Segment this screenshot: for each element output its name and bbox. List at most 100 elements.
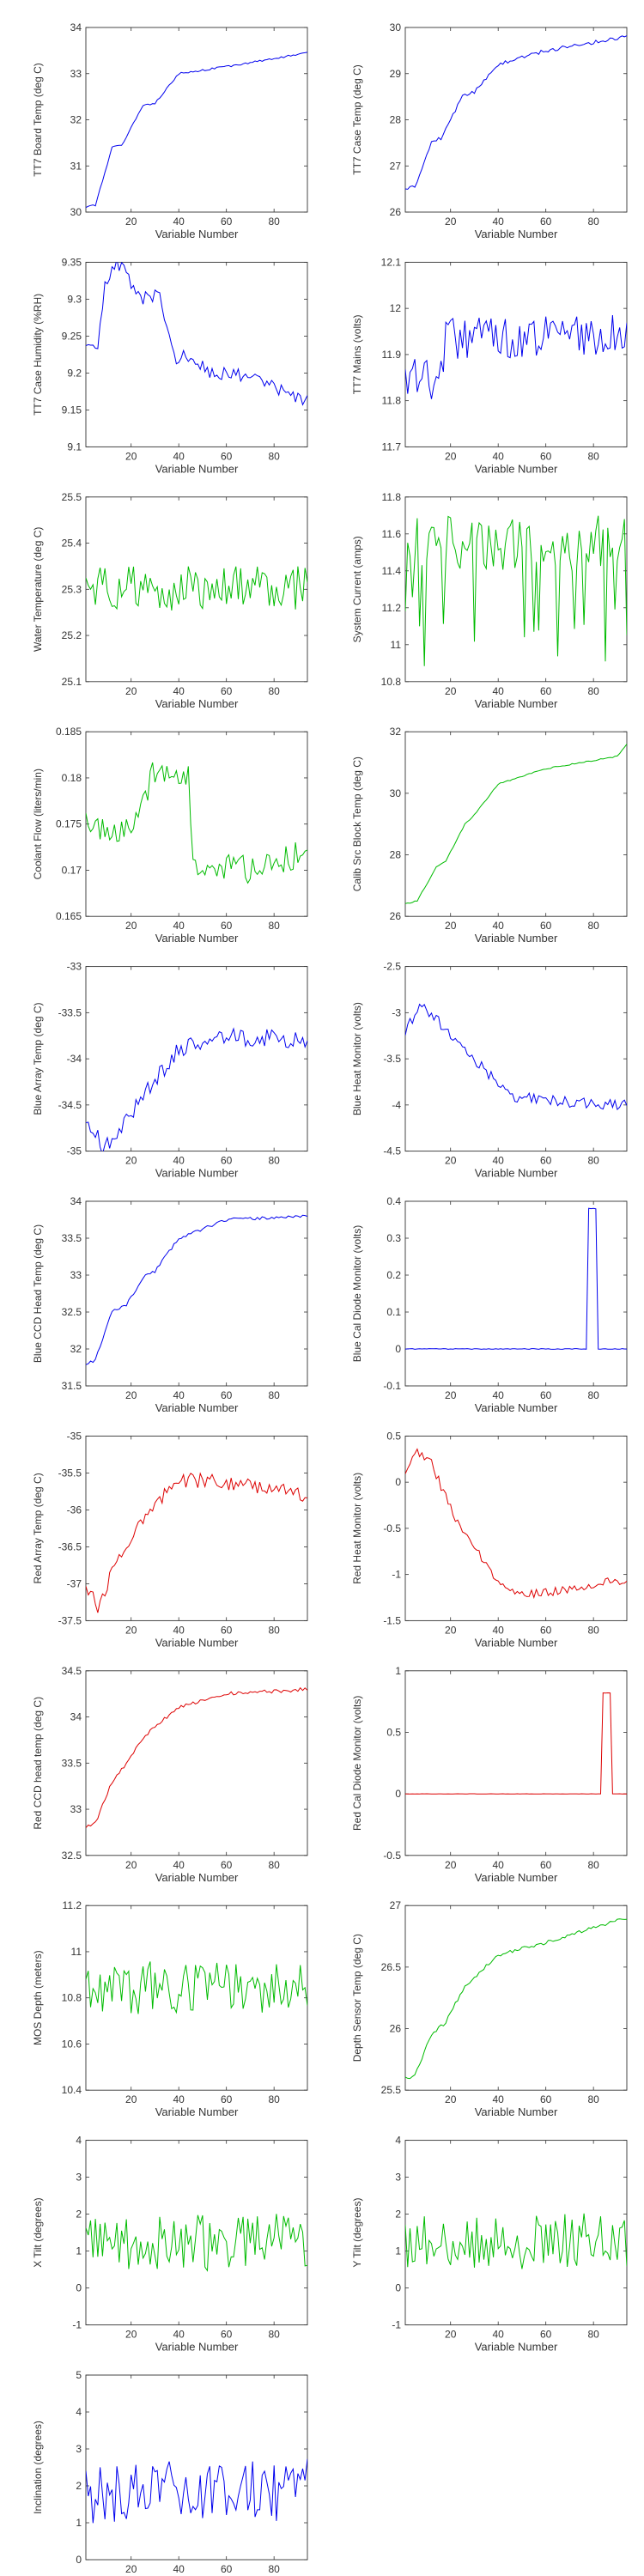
chart-6: 20 40 60 80 10.8 11 11.2 11.4 11.6 11.8 Variable N… [351, 491, 628, 710]
x-tick-label: 40 [173, 1624, 185, 1636]
x-tick-label: 40 [493, 1624, 505, 1636]
x-tick-label: 20 [125, 1155, 137, 1167]
chart-5: 20 40 60 80 25.1 25.2 25.3 25.4 25.5 Variable Num… [32, 491, 308, 710]
y-tick-label: 0.3 [386, 1232, 401, 1244]
y-axis-label: Coolant Flow (liters/min) [32, 769, 44, 879]
y-axis-label: X Tilt (degrees) [32, 2197, 44, 2267]
x-tick-label: 60 [540, 685, 552, 697]
y-tick-label: 11.8 [382, 395, 402, 407]
y-tick-label: 1 [76, 2517, 82, 2529]
x-axis-label: Variable Number [155, 1167, 239, 1180]
x-tick-label: 60 [540, 2329, 552, 2341]
y-tick-label: 3 [395, 2172, 401, 2184]
y-tick-label: 25.5 [381, 2084, 402, 2096]
chart-9: 20 40 60 80 -35 -34.5 -34 -33.5 -33 Variable Numb… [32, 961, 308, 1180]
series-line [86, 2458, 307, 2524]
chart-20: 20 40 60 80 -1 0 1 2 3 4 Variable Number Y Tilt (de… [351, 2135, 628, 2354]
chart-12: 20 40 60 80 -0.1 0 0.1 0.2 0.3 0.4 Variable Number… [351, 1195, 628, 1414]
y-tick-label: 11 [391, 639, 402, 651]
x-axis-label: Variable Number [155, 228, 239, 240]
chart-14: 20 40 60 80 -1.5 -1 -0.5 0 0.5 Variable Number Red… [351, 1430, 628, 1649]
y-tick-label: 4 [76, 2406, 82, 2418]
x-tick-label: 60 [221, 1389, 233, 1401]
x-tick-label: 40 [173, 2563, 185, 2575]
y-tick-label: 0 [395, 1788, 401, 1800]
plot-frame [85, 496, 308, 683]
series-line [405, 1692, 627, 1795]
x-tick-label: 20 [445, 1624, 457, 1636]
x-tick-label: 60 [221, 1859, 233, 1871]
y-tick-label: 0 [76, 2282, 82, 2294]
x-axis-label: Variable Number [475, 697, 558, 710]
x-tick-label: 20 [445, 216, 457, 228]
y-tick-label: 0.17 [62, 864, 82, 876]
y-tick-label: -0.1 [383, 1380, 401, 1392]
y-tick-label: -35.5 [58, 1467, 82, 1479]
y-tick-label: 32.5 [62, 1850, 82, 1862]
x-tick-label: 80 [268, 2563, 280, 2575]
series-line [405, 744, 627, 904]
x-tick-label: 20 [445, 1389, 457, 1401]
y-axis-label: Red Array Temp (deg C) [32, 1473, 44, 1583]
x-tick-label: 80 [268, 2329, 280, 2341]
y-tick-label: 10.6 [62, 2038, 82, 2050]
plot-frame [404, 27, 628, 213]
x-tick-label: 40 [173, 2093, 185, 2105]
y-tick-label: 10.8 [62, 1992, 82, 2004]
x-axis-label: Variable Number [155, 1871, 239, 1884]
x-tick-label: 40 [173, 2329, 185, 2341]
series-line [86, 1686, 307, 1828]
y-tick-label: 0.5 [386, 1430, 401, 1442]
y-axis-label: Depth Sensor Temp (deg C) [351, 1934, 363, 2062]
y-axis-label: Blue Cal Diode Monitor (volts) [351, 1225, 363, 1362]
x-tick-label: 40 [173, 216, 185, 228]
x-tick-label: 40 [493, 920, 505, 932]
x-tick-label: 60 [540, 1859, 552, 1871]
x-tick-label: 20 [445, 450, 457, 462]
x-tick-label: 60 [221, 450, 233, 462]
x-axis-label: Variable Number [155, 2341, 239, 2354]
y-tick-label: -37.5 [58, 1614, 82, 1626]
y-tick-label: 34 [70, 1711, 82, 1723]
x-tick-label: 60 [540, 920, 552, 932]
y-axis-label: Red CCD head temp (deg C) [32, 1697, 44, 1830]
y-tick-label: 32 [70, 114, 82, 126]
plot-frame [404, 1200, 628, 1387]
plot-frame [85, 261, 308, 447]
y-tick-label: -37 [67, 1577, 82, 1589]
x-tick-label: 80 [587, 216, 599, 228]
y-tick-label: -3.5 [383, 1053, 401, 1065]
y-axis-label: Blue Heat Monitor (volts) [351, 1002, 363, 1115]
plot-frame [85, 2374, 308, 2561]
y-tick-label: 31 [70, 160, 82, 172]
x-tick-label: 20 [445, 2329, 457, 2341]
x-tick-label: 60 [540, 1155, 552, 1167]
x-tick-label: 40 [493, 450, 505, 462]
series-line [405, 1918, 627, 2080]
y-axis-label: Y Tilt (degrees) [351, 2198, 363, 2268]
y-tick-label: 0.18 [62, 772, 82, 784]
x-tick-label: 80 [268, 1155, 280, 1167]
x-tick-label: 60 [221, 1155, 233, 1167]
y-tick-label: 30 [390, 21, 402, 33]
y-axis-label: Calib Src Block Temp (deg C) [351, 756, 363, 891]
x-tick-label: 20 [125, 920, 137, 932]
x-axis-label: Variable Number [475, 932, 558, 945]
y-tick-label: -1.5 [383, 1614, 401, 1626]
x-axis-label: Variable Number [155, 697, 239, 710]
x-tick-label: 40 [173, 920, 185, 932]
x-axis-label: Variable Number [155, 1636, 239, 1649]
y-tick-label: 1 [395, 2245, 401, 2257]
y-tick-label: 0.165 [56, 910, 82, 922]
y-axis-label: Inclination (degrees) [32, 2421, 44, 2514]
y-tick-label: 12 [390, 302, 402, 314]
y-tick-label: 3 [76, 2443, 82, 2455]
x-tick-label: 80 [587, 450, 599, 462]
y-tick-label: 11 [71, 1946, 82, 1958]
y-tick-label: 26.5 [381, 1961, 402, 1973]
x-tick-label: 40 [173, 1859, 185, 1871]
series-line [405, 1448, 627, 1600]
x-tick-label: 80 [587, 2093, 599, 2105]
chart-10: 20 40 60 80 -4.5 -4 -3.5 -3 -2.5 Variable Number B… [351, 961, 628, 1180]
